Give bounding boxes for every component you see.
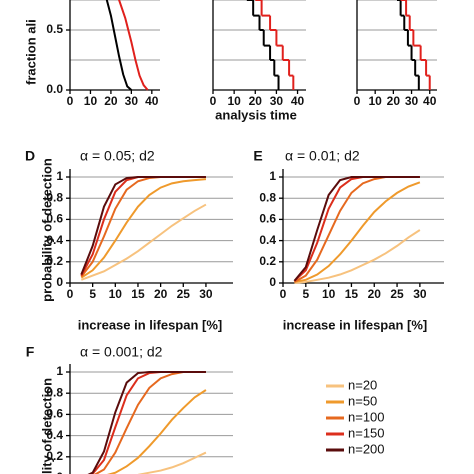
panel-letter: F <box>26 344 35 360</box>
x-tick-label: 10 <box>84 94 98 108</box>
panel: 0 10 20 30 40 <box>354 0 437 108</box>
y-tick-label: 0 <box>56 470 63 474</box>
series-line <box>294 181 421 283</box>
x-tick-label: 20 <box>104 94 118 108</box>
series-line <box>105 0 133 91</box>
legend-label: n=100 <box>348 409 385 424</box>
x-tick-label: 30 <box>199 287 213 301</box>
series-line <box>294 229 421 284</box>
x-tick-label: 20 <box>387 94 401 108</box>
panel: 00.20.40.60.810 5 10 15 20 25 30E α = 0.01; d2i… <box>253 148 444 332</box>
y-tick-label: 0.8 <box>46 385 63 399</box>
y-axis-label: lity of detection <box>39 378 54 474</box>
x-axis-label: increase in lifespan [%] <box>283 317 428 332</box>
x-axis-label: analysis time <box>215 107 297 122</box>
y-tick-label: 0.4 <box>259 233 276 247</box>
x-axis-label: increase in lifespan [%] <box>78 317 223 332</box>
series-group <box>397 0 431 90</box>
x-tick-label: 15 <box>345 287 359 301</box>
legend-label: n=200 <box>348 441 385 456</box>
series-line <box>87 371 206 474</box>
x-tick-label: 20 <box>249 94 263 108</box>
series-line <box>293 176 420 283</box>
y-tick-label: 0.6 <box>259 212 276 226</box>
series-group <box>80 176 207 281</box>
y-tick-label: 0 <box>269 275 276 289</box>
y-tick-label: 0.4 <box>46 233 63 247</box>
y-tick-label: 0.6 <box>46 407 63 421</box>
series-line <box>117 0 149 91</box>
x-tick-label: 15 <box>131 287 145 301</box>
x-tick-label: 10 <box>322 287 336 301</box>
x-tick-label: 40 <box>291 94 305 108</box>
y-tick-label: 0.2 <box>46 449 63 463</box>
series-group <box>246 0 295 90</box>
panel-title: α = 0.05; d2 <box>80 148 155 164</box>
y-tick-label: 0.5 <box>46 22 63 36</box>
y-tick-label: 1 <box>56 364 63 378</box>
y-tick-label: 0.6 <box>46 212 63 226</box>
panel: 0.0 0.5 0 10 20 30 40 fraction ali <box>23 0 160 108</box>
series-group <box>105 0 149 91</box>
x-tick-label: 10 <box>369 94 383 108</box>
panel: 0 0.2 0.4 0.6 0.8 1 Fα = 0.001; d2 lity of dete… <box>26 344 233 474</box>
panel-letter: E <box>253 148 262 164</box>
x-tick-label: 0 <box>354 94 361 108</box>
x-tick-label: 30 <box>125 94 139 108</box>
y-tick-label: 1 <box>56 169 63 183</box>
series-line <box>80 203 207 281</box>
legend-label: n=150 <box>348 425 385 440</box>
y-axis-label: fraction ali <box>23 19 38 85</box>
x-tick-label: 0 <box>210 94 217 108</box>
series-group <box>293 176 421 284</box>
y-tick-label: 0.8 <box>46 190 63 204</box>
y-tick-label: 0.2 <box>259 254 276 268</box>
x-tick-label: 0 <box>67 287 74 301</box>
x-tick-label: 40 <box>145 94 159 108</box>
x-tick-label: 20 <box>368 287 382 301</box>
x-tick-label: 25 <box>390 287 404 301</box>
x-tick-label: 30 <box>270 94 284 108</box>
x-tick-label: 0 <box>280 287 287 301</box>
series-group <box>87 371 207 474</box>
x-tick-label: 5 <box>302 287 309 301</box>
panel-title: α = 0.001; d2 <box>80 344 163 360</box>
y-tick-label: 0 <box>56 275 63 289</box>
y-tick-label: 0.2 <box>46 254 63 268</box>
series-line <box>106 389 207 474</box>
x-tick-label: 25 <box>177 287 191 301</box>
x-tick-label: 30 <box>413 287 427 301</box>
x-tick-label: 0 <box>67 94 74 108</box>
x-tick-label: 20 <box>154 287 168 301</box>
x-tick-label: 40 <box>423 94 437 108</box>
legend-label: n=50 <box>348 393 377 408</box>
series-line <box>293 176 420 282</box>
x-tick-label: 30 <box>405 94 419 108</box>
series-line <box>80 178 207 279</box>
panel-title: α = 0.01; d2 <box>285 148 360 164</box>
x-tick-label: 5 <box>89 287 96 301</box>
legend-label: n=20 <box>348 377 377 392</box>
y-tick-label: 1 <box>269 169 276 183</box>
y-tick-label: 0.4 <box>46 428 63 442</box>
y-tick-label: 0.8 <box>259 190 276 204</box>
panel: 00.20.40.60.810 5 10 15 20 25 30D α = 0.05; d2i… <box>25 148 233 332</box>
series-line <box>80 176 206 275</box>
x-tick-label: 10 <box>109 287 123 301</box>
y-axis-label: probability of detection <box>39 158 54 302</box>
panel-letter: D <box>25 148 35 164</box>
x-tick-label: 10 <box>227 94 241 108</box>
y-tick-label: 0.0 <box>46 82 63 96</box>
